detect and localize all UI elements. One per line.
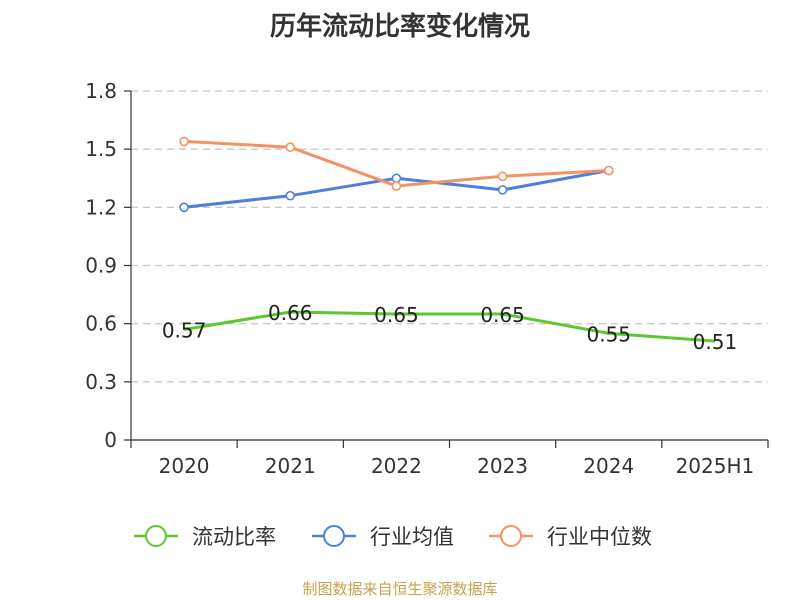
data-label: 0.65 [480,303,525,327]
legend-swatch-marker [500,525,522,547]
data-point [497,171,508,182]
y-tick-label: 0.6 [85,312,117,336]
data-point [603,165,614,176]
data-point [179,202,189,213]
x-tick-label: 2024 [583,454,634,478]
x-tick-label: 2022 [371,454,422,478]
x-tick-label: 2025H1 [676,454,755,478]
data-label: 0.51 [693,330,738,354]
data-point [285,190,296,201]
legend-label: 行业中位数 [547,525,652,549]
legend-swatch-marker [323,525,345,547]
y-tick-label: 1.5 [85,137,117,161]
legend-label: 流动比率 [192,525,276,549]
data-point [391,173,402,184]
source-note: 制图数据来自恒生聚源数据库 [302,580,498,598]
data-point [391,181,402,191]
data-label: 0.55 [586,322,631,346]
x-tick-label: 2023 [477,454,528,478]
data-label: 0.57 [162,318,207,342]
legend-label: 行业均值 [370,525,454,549]
data-point [497,185,508,195]
legend-swatch-marker [145,525,167,547]
y-tick-label: 1.2 [85,195,117,219]
x-tick-label: 2020 [159,454,210,478]
y-tick-label: 0.9 [85,254,117,278]
data-label: 0.66 [268,301,313,325]
series-line [183,310,716,343]
data-label: 0.65 [374,303,419,327]
y-tick-label: 0 [104,428,117,452]
data-point [179,136,189,147]
x-tick-label: 2021 [265,454,316,478]
data-point [285,142,296,153]
y-tick-label: 1.8 [85,79,117,103]
y-tick-label: 0.3 [85,370,117,394]
chart-title: 历年流动比率变化情况 [269,12,530,42]
